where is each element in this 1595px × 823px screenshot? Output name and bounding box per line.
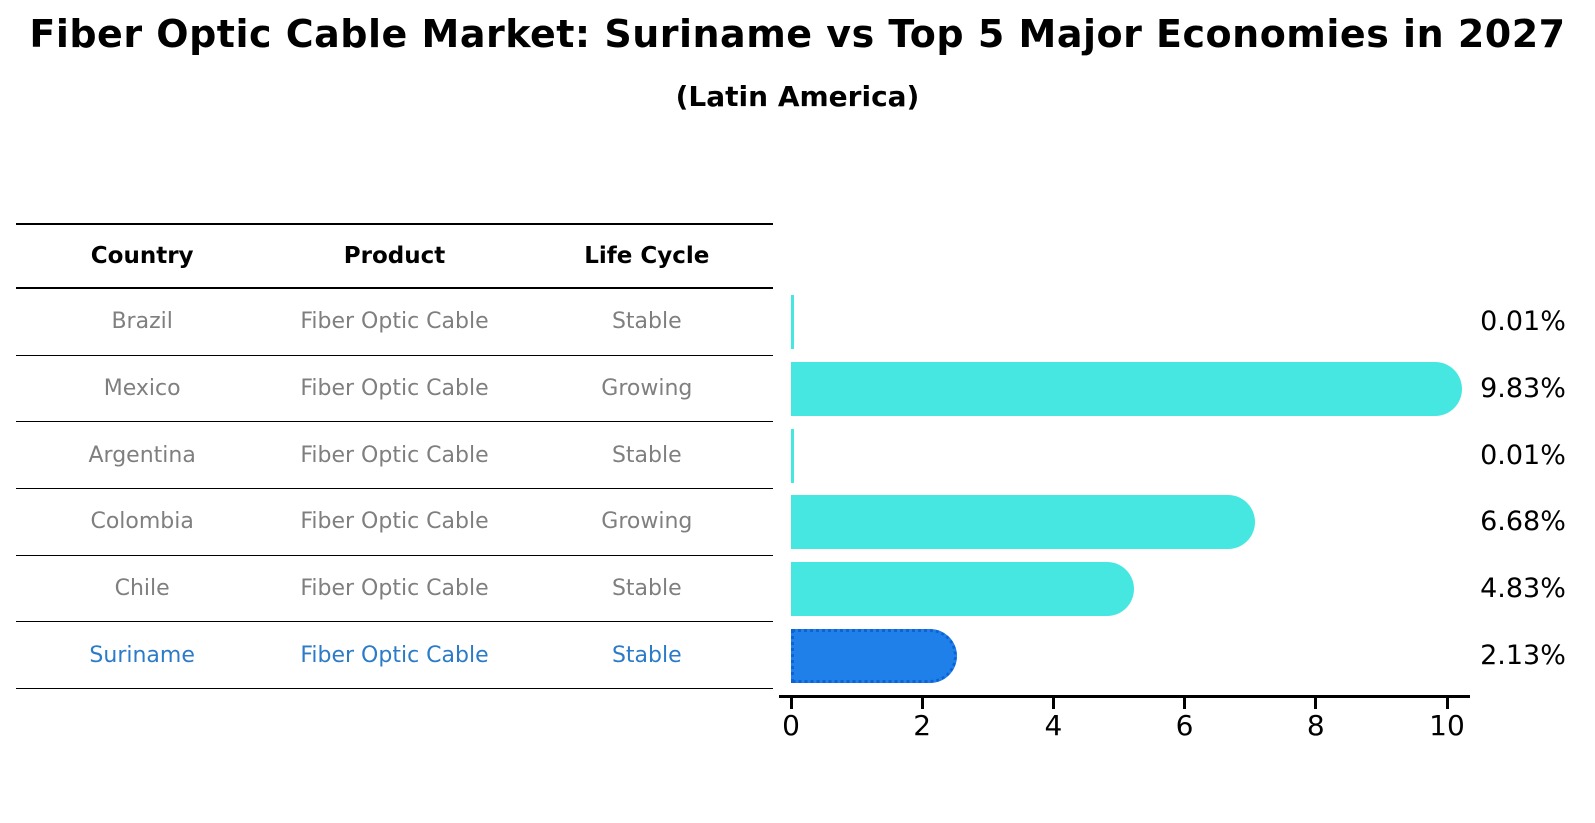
product-cell: Fiber Optic Cable	[300, 642, 489, 668]
product-cell: Fiber Optic Cable	[300, 442, 489, 468]
chart-subtitle: (Latin America)	[675, 80, 920, 113]
x-axis-tick-10	[1445, 698, 1449, 709]
country-cell: Argentina	[88, 442, 196, 468]
life-cycle-cell: Growing	[601, 509, 693, 535]
value-label-chile: 4.83%	[1480, 572, 1566, 604]
x-axis-tick-6	[1183, 698, 1187, 709]
x-axis-tick-2	[920, 698, 924, 709]
country-cell: Colombia	[90, 509, 194, 535]
table-body: Brazil Fiber Optic Cable Stable Mexico Fiber…	[16, 289, 773, 689]
table-header-product: Product	[343, 243, 446, 269]
chart-title: Fiber Optic Cable Market: Suriname vs To…	[29, 12, 1566, 56]
value-label-colombia: 6.68%	[1480, 506, 1566, 538]
x-axis-tick-label-4: 4	[1044, 709, 1063, 742]
country-cell: Brazil	[111, 309, 173, 335]
x-axis-tick-label-0: 0	[782, 709, 800, 742]
table-row-chile: Chile Fiber Optic Cable Stable	[16, 556, 773, 623]
x-axis-line	[779, 695, 1470, 698]
table-row-argentina: Argentina Fiber Optic Cable Stable	[16, 422, 773, 489]
comparison-table: Country Product Life Cycle Brazil Fiber O…	[16, 223, 773, 689]
life-cycle-cell: Stable	[611, 442, 682, 468]
life-cycle-cell: Stable	[611, 309, 682, 335]
x-axis-tick-label-6: 6	[1175, 709, 1194, 742]
bar-argentina	[791, 428, 794, 483]
bar-mexico	[791, 361, 1462, 416]
table-row-suriname: Suriname Fiber Optic Cable Stable	[16, 622, 773, 689]
life-cycle-cell: Stable	[611, 642, 682, 668]
table-header-row: Country Product Life Cycle	[16, 223, 773, 289]
bar-chile	[791, 561, 1134, 616]
product-cell: Fiber Optic Cable	[300, 575, 489, 601]
country-cell: Chile	[114, 575, 170, 601]
value-label-argentina: 0.01%	[1480, 439, 1566, 471]
life-cycle-cell: Stable	[611, 575, 682, 601]
value-label-suriname: 2.13%	[1480, 639, 1566, 671]
table-row-brazil: Brazil Fiber Optic Cable Stable	[16, 289, 773, 356]
country-cell: Suriname	[89, 642, 195, 668]
x-axis-tick-label-2: 2	[913, 709, 932, 742]
x-axis-tick-0	[789, 698, 793, 709]
bar-colombia	[791, 495, 1256, 550]
table-header-country: Country	[90, 243, 194, 269]
x-axis-tick-8	[1314, 698, 1318, 709]
bar-suriname	[791, 628, 957, 683]
product-cell: Fiber Optic Cable	[300, 309, 489, 335]
x-axis-tick-4	[1051, 698, 1055, 709]
table-row-colombia: Colombia Fiber Optic Cable Growing	[16, 489, 773, 556]
table-header-life-cycle: Life Cycle	[584, 243, 710, 269]
x-axis-tick-label-8: 8	[1306, 709, 1325, 742]
product-cell: Fiber Optic Cable	[300, 509, 489, 535]
bar-brazil	[791, 295, 794, 350]
value-label-mexico: 9.83%	[1480, 372, 1566, 404]
country-cell: Mexico	[103, 375, 181, 401]
value-label-brazil: 0.01%	[1480, 306, 1566, 338]
product-cell: Fiber Optic Cable	[300, 375, 489, 401]
table-row-mexico: Mexico Fiber Optic Cable Growing	[16, 356, 773, 423]
x-axis-tick-label-10: 10	[1429, 709, 1465, 742]
life-cycle-cell: Growing	[601, 375, 693, 401]
